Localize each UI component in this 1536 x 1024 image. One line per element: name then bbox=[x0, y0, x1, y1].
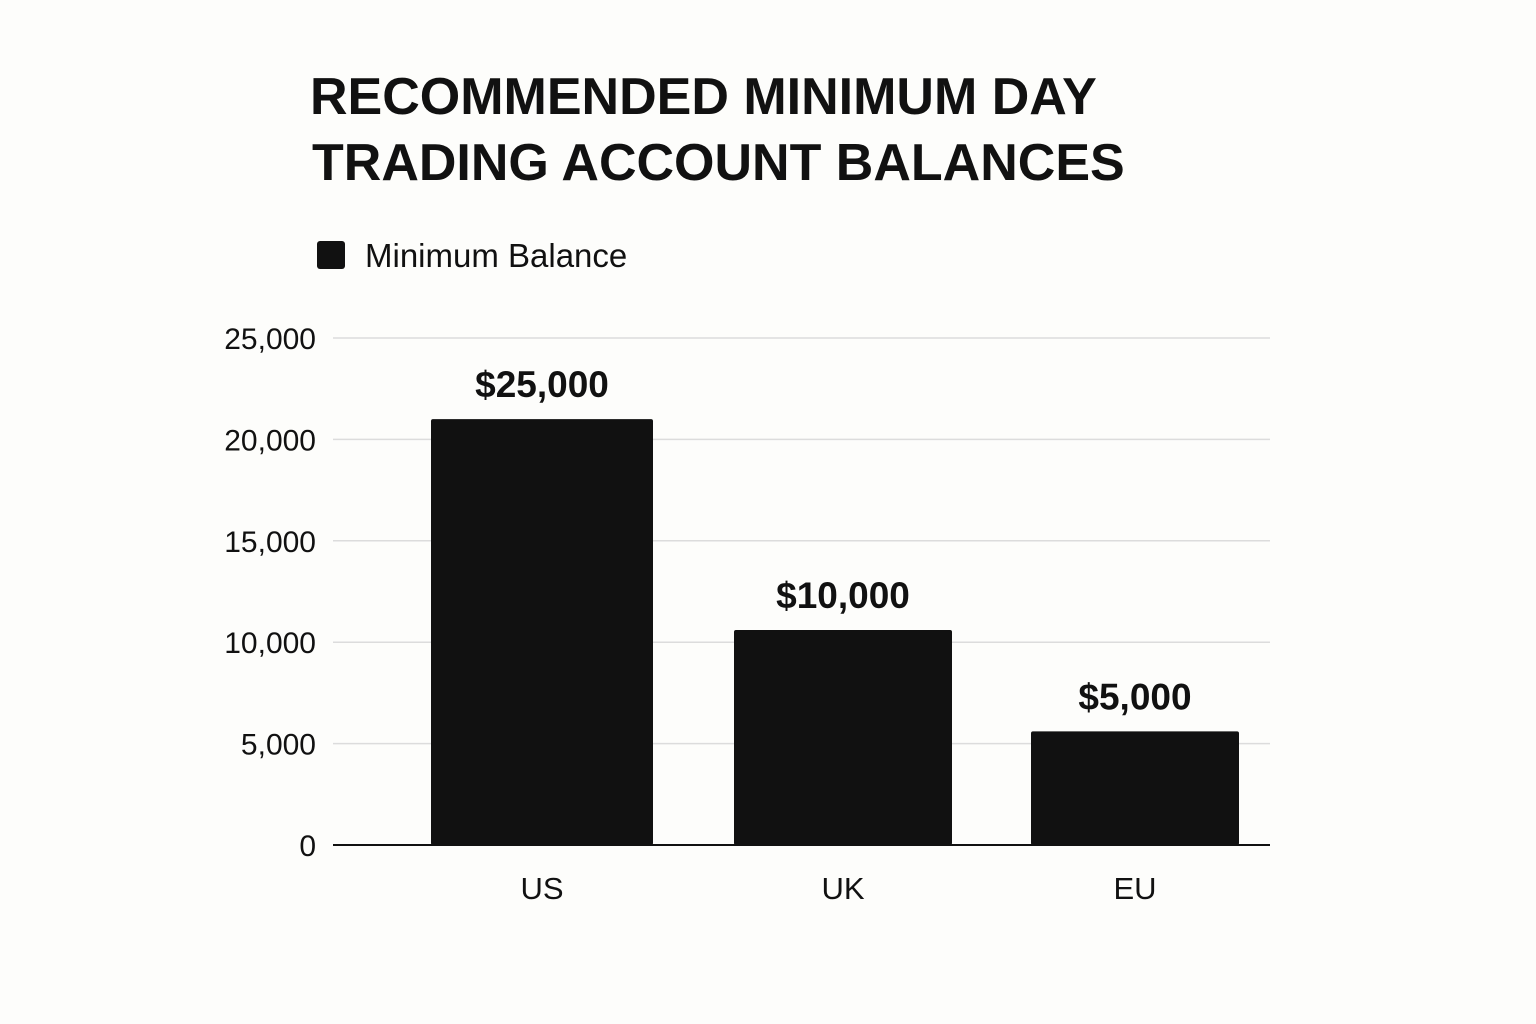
y-tick-label: 5,000 bbox=[241, 729, 316, 762]
bar-eu bbox=[1031, 731, 1239, 845]
legend-swatch bbox=[317, 241, 345, 269]
x-category-label: US bbox=[520, 871, 563, 906]
bars bbox=[431, 419, 1239, 845]
y-tick-label: 20,000 bbox=[224, 424, 316, 457]
legend: Minimum Balance bbox=[317, 237, 627, 274]
x-axis-categories: US UK EU bbox=[520, 871, 1156, 906]
bar-us bbox=[431, 419, 653, 845]
x-category-label: EU bbox=[1113, 871, 1156, 906]
data-labels: $25,000 $10,000 $5,000 bbox=[475, 364, 1191, 717]
y-axis-ticks: 0 5,000 10,000 15,000 20,000 25,000 bbox=[224, 323, 316, 863]
y-tick-label: 0 bbox=[299, 830, 316, 863]
x-category-label: UK bbox=[821, 871, 864, 906]
legend-label: Minimum Balance bbox=[365, 237, 627, 274]
chart-title-line-1: RECOMMENDED MINIMUM DAY bbox=[310, 68, 1097, 126]
data-label: $25,000 bbox=[475, 364, 609, 405]
data-label: $10,000 bbox=[776, 575, 910, 616]
bar-uk bbox=[734, 630, 952, 845]
data-label: $5,000 bbox=[1078, 676, 1191, 717]
y-tick-label: 25,000 bbox=[224, 323, 316, 356]
y-tick-label: 15,000 bbox=[224, 526, 316, 559]
chart-title-line-2: TRADING ACCOUNT BALANCES bbox=[312, 134, 1125, 192]
y-tick-label: 10,000 bbox=[224, 627, 316, 660]
